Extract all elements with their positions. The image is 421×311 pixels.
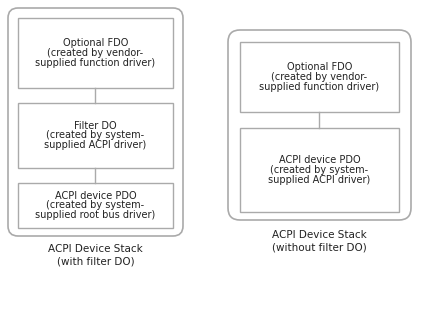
Text: ACPI device PDO: ACPI device PDO xyxy=(279,155,360,165)
Text: supplied ACPI driver): supplied ACPI driver) xyxy=(268,175,370,185)
Text: supplied root bus driver): supplied root bus driver) xyxy=(35,210,156,220)
Text: (without filter DO): (without filter DO) xyxy=(272,243,367,253)
FancyBboxPatch shape xyxy=(228,30,411,220)
Bar xyxy=(18,183,173,228)
Text: (created by system-: (created by system- xyxy=(46,131,144,141)
FancyBboxPatch shape xyxy=(8,8,183,236)
Text: (with filter DO): (with filter DO) xyxy=(57,257,134,267)
Text: (created by vendor-: (created by vendor- xyxy=(272,72,368,82)
Text: Optional FDO: Optional FDO xyxy=(287,62,352,72)
Text: Optional FDO: Optional FDO xyxy=(63,38,128,48)
Text: (created by system-: (created by system- xyxy=(270,165,368,175)
Bar xyxy=(240,42,399,112)
Text: (created by system-: (created by system- xyxy=(46,201,144,211)
Text: Filter DO: Filter DO xyxy=(74,121,117,131)
Text: supplied function driver): supplied function driver) xyxy=(259,82,380,92)
Text: supplied ACPI driver): supplied ACPI driver) xyxy=(44,140,147,150)
Text: (created by vendor-: (created by vendor- xyxy=(48,48,144,58)
Text: ACPI device PDO: ACPI device PDO xyxy=(55,191,136,201)
Bar xyxy=(18,103,173,168)
Bar xyxy=(18,18,173,88)
Bar xyxy=(240,128,399,212)
Text: ACPI Device Stack: ACPI Device Stack xyxy=(48,244,143,254)
Text: supplied function driver): supplied function driver) xyxy=(35,58,156,68)
Text: ACPI Device Stack: ACPI Device Stack xyxy=(272,230,367,240)
